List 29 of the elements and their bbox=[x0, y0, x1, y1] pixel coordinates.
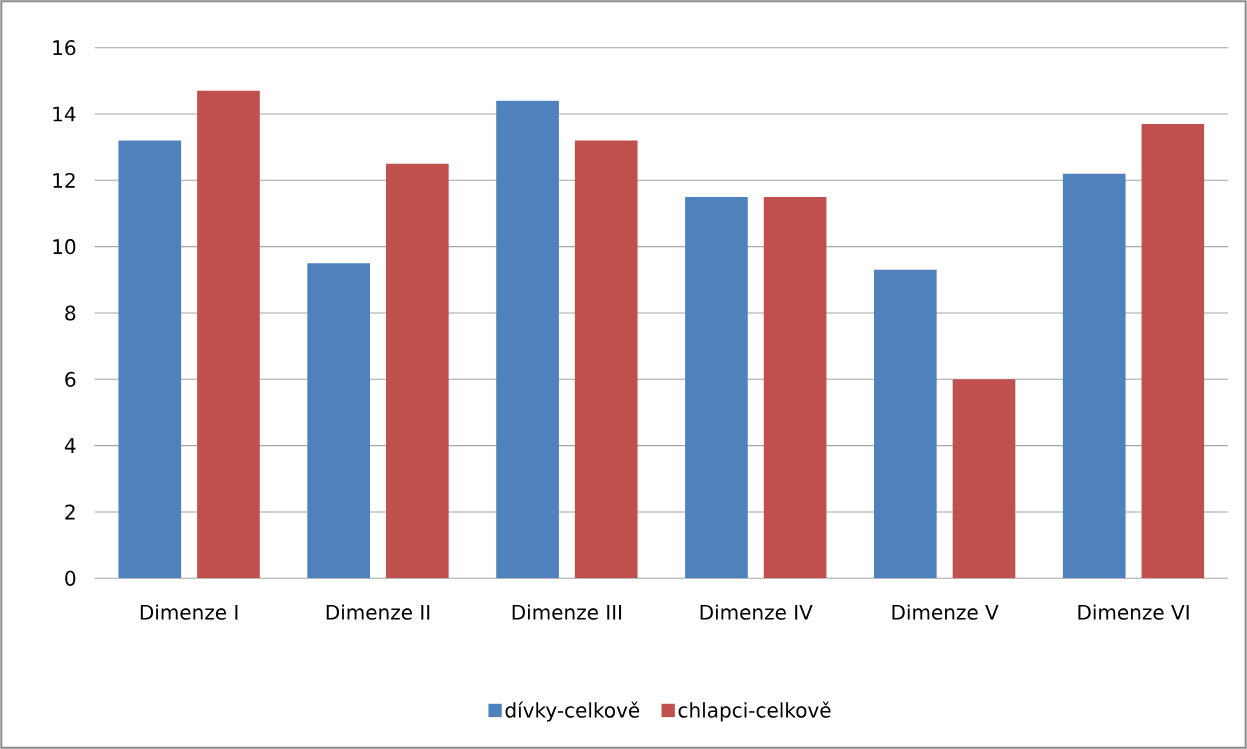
bar bbox=[496, 100, 559, 579]
x-tick-label: Dimenze II bbox=[326, 604, 430, 620]
y-tick-label: 8 bbox=[65, 305, 76, 321]
bar bbox=[874, 269, 937, 579]
y-tick-label: 12 bbox=[53, 172, 75, 188]
x-tick-label: Dimenze V bbox=[892, 604, 999, 620]
legend-label: chlapci-celkově bbox=[678, 701, 831, 722]
y-tick-label: 14 bbox=[53, 106, 76, 122]
bar bbox=[1141, 123, 1205, 579]
x-tick-label: Dimenze III bbox=[512, 604, 622, 620]
x-tick-label: Dimenze I bbox=[140, 604, 238, 620]
y-tick-label: 6 bbox=[65, 371, 76, 387]
legend-label: dívky-celkově bbox=[505, 701, 640, 722]
bar bbox=[952, 379, 1016, 579]
bar bbox=[1062, 173, 1126, 579]
bar bbox=[685, 196, 748, 579]
bar bbox=[307, 263, 370, 579]
y-tick-label: 10 bbox=[53, 239, 76, 255]
bar bbox=[386, 163, 449, 579]
bar bbox=[118, 140, 182, 579]
y-tick-label: 4 bbox=[64, 438, 76, 453]
bar bbox=[197, 90, 260, 579]
y-tick-label: 0 bbox=[65, 570, 76, 586]
bar bbox=[574, 140, 638, 579]
y-tick-label: 2 bbox=[65, 504, 75, 520]
x-tick-label: Dimenze VI bbox=[1078, 604, 1189, 620]
x-tick-label: Dimenze IV bbox=[700, 604, 813, 620]
bar bbox=[763, 196, 827, 579]
y-tick-label: 16 bbox=[53, 40, 76, 56]
